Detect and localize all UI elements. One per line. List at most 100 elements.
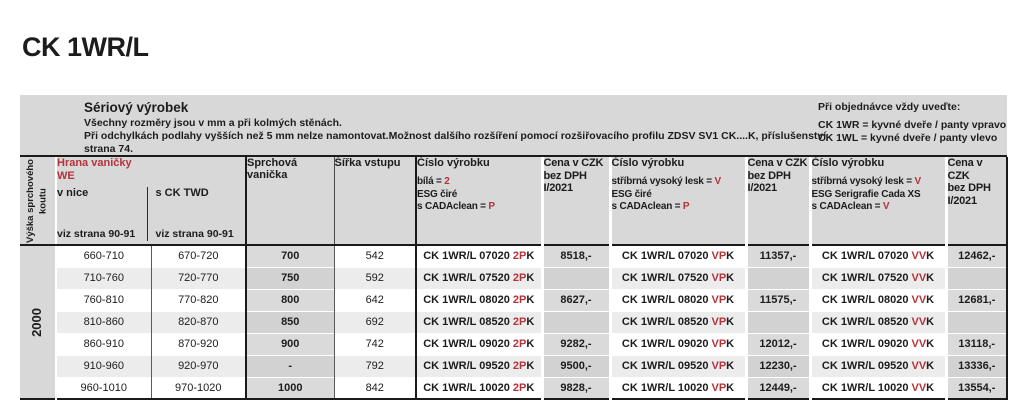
price-cell	[944, 310, 1008, 333]
product-code-cell: CK 1WR/L 09520 VVK	[808, 354, 946, 377]
product-code-cell: CK 1WR/L 07020 2PK	[415, 244, 542, 267]
entry-width-cell: 842	[333, 376, 416, 399]
series-product-heading: Sériový výrobek	[84, 100, 189, 115]
range-v-nice-cell: 760-810	[56, 288, 151, 311]
series-product-info: Sériový výrobek Všechny rozměry jsou v m…	[84, 100, 826, 156]
info-band: Sériový výrobek Všechny rozměry jsou v m…	[20, 95, 1007, 157]
product-code-cell: CK 1WR/L 07520 VPK	[608, 266, 746, 289]
page-title: CK 1WR/L	[22, 32, 149, 63]
price-cell: 9500,-	[540, 354, 610, 377]
catalog-table: Sériový výrobek Všechny rozměry jsou v m…	[20, 95, 1008, 400]
table-row: 810-860 820-870 850 692 CK 1WR/L 08520 2P…	[20, 310, 1008, 333]
price-cell	[744, 266, 810, 289]
range-v-nice-cell: 710-760	[56, 266, 151, 289]
info-line-3: strana 74.	[84, 143, 134, 155]
entry-width-cell: 592	[333, 266, 416, 289]
product-code-cell: CK 1WR/L 08520 2PK	[415, 310, 542, 333]
column-header-height: Výška sprchového koutu	[20, 157, 57, 246]
range-ck-twd-cell: 970-1020	[150, 376, 246, 399]
column-header-product-code-serigraphy: Číslo výrobku stříbrná vysoký lesk = V E…	[808, 157, 946, 246]
range-v-nice-cell: 960-1010	[56, 376, 151, 399]
table-row: 910-960 920-970 - 792 CK 1WR/L 09520 2PK …	[20, 354, 1008, 377]
product-code-cell: CK 1WR/L 10020 VPK	[608, 376, 746, 399]
price-cell: 12681,-	[944, 288, 1008, 311]
product-code-cell: CK 1WR/L 08520 VPK	[608, 310, 746, 333]
price-cell: 9828,-	[540, 376, 610, 399]
range-ck-twd-cell: 820-870	[150, 310, 246, 333]
price-cell	[744, 310, 810, 333]
product-code-cell: CK 1WR/L 08020 VVK	[808, 288, 946, 311]
entry-width-cell: 742	[333, 332, 416, 355]
table-row: 710-760 720-770 750 592 CK 1WR/L 07520 2P…	[20, 266, 1008, 289]
table-row: 2000 660-710 670-720 700 542 CK 1WR/L 07…	[20, 244, 1008, 399]
product-code-cell: CK 1WR/L 09020 VPK	[608, 332, 746, 355]
entry-width-cell: 642	[333, 288, 416, 311]
column-header-shower-tray: Sprchová vanička	[245, 157, 334, 246]
price-cell: 11575,-	[744, 288, 810, 311]
product-code-cell: CK 1WR/L 09020 VVK	[808, 332, 946, 355]
tray-size-cell: 800	[245, 288, 334, 311]
tray-size-cell: 850	[245, 310, 334, 333]
tray-size-cell: -	[245, 354, 334, 377]
price-cell: 12449,-	[744, 376, 810, 399]
column-header-product-code-white: Číslo výrobku bílá = 2 ESG čiré s CADAcl…	[415, 157, 542, 246]
product-code-cell: CK 1WR/L 07020 VVK	[808, 244, 946, 267]
height-value: 2000	[29, 307, 45, 337]
column-header-tray-edge: Hrana vaničky WE v nice viz strana 90-91…	[56, 157, 246, 246]
range-v-nice-cell: 660-710	[56, 244, 151, 267]
price-cell	[540, 266, 610, 289]
info-line-1: Všechny rozměry jsou v mm a při kolmých …	[84, 117, 342, 129]
order-note-line-1: CK 1WR = kyvné dveře / panty vpravo	[818, 119, 1007, 131]
height-column-label: Výška sprchového koutu	[25, 158, 49, 243]
column-header-entry-width: Šířka vstupu	[333, 157, 416, 246]
range-ck-twd-cell: 670-720	[150, 244, 246, 267]
price-cell: 11357,-	[744, 244, 810, 267]
order-note-line-2: CK 1WL = kyvné dveře / panty vlevo	[818, 132, 998, 144]
product-code-cell: CK 1WR/L 10020 VVK	[808, 376, 946, 399]
product-code-cell: CK 1WR/L 09520 2PK	[415, 354, 542, 377]
height-value-cell: 2000	[20, 244, 57, 399]
product-code-cell: CK 1WR/L 09520 VPK	[608, 354, 746, 377]
price-cell: 13118,-	[944, 332, 1008, 355]
column-header-price-1: Cena v CZK bez DPH I/2021	[540, 157, 610, 246]
price-cell: 8518,-	[540, 244, 610, 267]
header-row: Výška sprchového koutu Hrana vaničky WE …	[20, 157, 1008, 246]
product-code-cell: CK 1WR/L 10020 2PK	[415, 376, 542, 399]
subcolumn-s-ck-twd: s CK TWD viz strana 90-91	[146, 187, 246, 241]
range-ck-twd-cell: 720-770	[150, 266, 246, 289]
product-code-cell: CK 1WR/L 09020 2PK	[415, 332, 542, 355]
product-code-cell: CK 1WR/L 08520 VVK	[808, 310, 946, 333]
product-code-cell: CK 1WR/L 07520 2PK	[415, 266, 542, 289]
column-header-product-code-silver: Číslo výrobku stříbrná vysoký lesk = V E…	[608, 157, 746, 246]
column-header-price-3: Cena v CZK bez DPH I/2021	[944, 157, 1008, 246]
product-code-cell: CK 1WR/L 07520 VVK	[808, 266, 946, 289]
price-cell: 9282,-	[540, 332, 610, 355]
price-cell	[944, 266, 1008, 289]
entry-width-cell: 692	[333, 310, 416, 333]
column-header-price-2: Cena v CZK bez DPH I/2021	[744, 157, 810, 246]
tray-size-cell: 750	[245, 266, 334, 289]
tray-size-cell: 900	[245, 332, 334, 355]
product-code-cell: CK 1WR/L 07020 VPK	[608, 244, 746, 267]
price-cell: 12462,-	[944, 244, 1008, 267]
price-cell: 13336,-	[944, 354, 1008, 377]
tray-size-cell: 700	[245, 244, 334, 267]
entry-width-cell: 792	[333, 354, 416, 377]
price-cell: 8627,-	[540, 288, 610, 311]
range-v-nice-cell: 910-960	[56, 354, 151, 377]
range-ck-twd-cell: 770-820	[150, 288, 246, 311]
info-line-2: Při odchylkách podlahy vyšších než 5 mm …	[84, 130, 827, 142]
order-note: Při objednávce vždy uveďte: CK 1WR = kyv…	[818, 101, 1006, 145]
price-cell: 13554,-	[944, 376, 1008, 399]
product-code-cell: CK 1WR/L 08020 2PK	[415, 288, 542, 311]
tray-size-cell: 1000	[245, 376, 334, 399]
price-cell	[540, 310, 610, 333]
range-ck-twd-cell: 920-970	[150, 354, 246, 377]
tray-edge-title: Hrana vaničky WE	[57, 157, 132, 182]
price-cell: 12012,-	[744, 332, 810, 355]
range-v-nice-cell: 810-860	[56, 310, 151, 333]
table-row: 860-910 870-920 900 742 CK 1WR/L 09020 2P…	[20, 332, 1008, 355]
entry-width-cell: 542	[333, 244, 416, 267]
range-ck-twd-cell: 870-920	[150, 332, 246, 355]
table-row: 760-810 770-820 800 642 CK 1WR/L 08020 2P…	[20, 288, 1008, 311]
